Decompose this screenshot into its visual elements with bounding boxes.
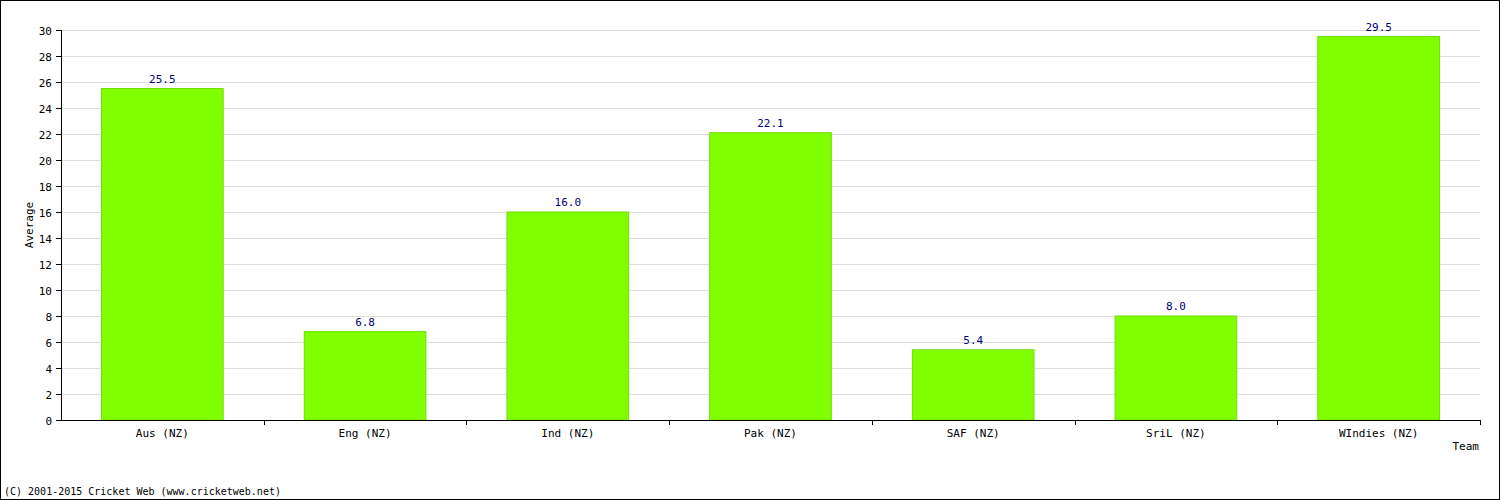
y-tick-label: 2 (45, 389, 52, 402)
bar (912, 350, 1034, 420)
bars (102, 37, 1440, 421)
x-tick-label: Eng (NZ) (339, 427, 392, 440)
x-axis-label: Team (1453, 440, 1480, 453)
y-tick-label: 8 (45, 311, 52, 324)
x-tick (264, 420, 265, 425)
y-tick (56, 134, 61, 135)
y-tick (56, 290, 61, 291)
y-tick-label: 14 (39, 233, 53, 246)
x-tick-label: SAF (NZ) (947, 427, 1000, 440)
x-tick-label: Aus (NZ) (136, 427, 189, 440)
y-tick (56, 394, 61, 395)
y-tick-label: 18 (39, 181, 52, 194)
y-tick (56, 316, 61, 317)
y-tick (56, 108, 61, 109)
x-tick (466, 420, 467, 425)
y-tick-label: 0 (45, 415, 52, 428)
footer-note: (C) 2001-2015 Cricket Web (www.cricketwe… (4, 486, 281, 497)
y-tick-label: 10 (39, 285, 52, 298)
data-label: 25.5 (149, 73, 176, 86)
y-tick (56, 56, 61, 57)
chart: 02468101214161820222426283025.56.816.022… (0, 0, 1500, 500)
y-tick-label: 22 (39, 129, 52, 142)
grid-line (61, 82, 1480, 83)
grid-line (61, 56, 1480, 57)
y-tick (56, 212, 61, 213)
grid-line (61, 108, 1480, 109)
data-label: 6.8 (355, 316, 375, 329)
y-tick (56, 186, 61, 187)
y-axis (61, 30, 62, 420)
y-tick-label: 4 (45, 363, 52, 376)
y-tick-label: 24 (39, 103, 53, 116)
x-tick (1277, 420, 1278, 425)
x-tick-label: Ind (NZ) (541, 427, 594, 440)
y-tick (56, 82, 61, 83)
data-label: 16.0 (555, 196, 582, 209)
y-tick (56, 30, 61, 31)
bar (102, 89, 224, 421)
x-tick (872, 420, 873, 425)
x-tick (1075, 420, 1076, 425)
data-label: 8.0 (1166, 300, 1186, 313)
y-tick-label: 20 (39, 155, 52, 168)
y-tick (56, 420, 61, 421)
y-tick-label: 6 (45, 337, 52, 350)
x-tick (1480, 420, 1481, 425)
grid-line (61, 30, 1480, 31)
data-label: 29.5 (1365, 21, 1392, 34)
y-tick-label: 26 (39, 77, 52, 90)
border (1, 1, 1500, 500)
y-tick (56, 264, 61, 265)
y-tick-label: 12 (39, 259, 52, 272)
x-tick-label: Pak (NZ) (744, 427, 797, 440)
x-axis (61, 420, 1480, 421)
data-label: 5.4 (963, 334, 983, 347)
grid-line (61, 420, 1480, 421)
y-tick-label: 16 (39, 207, 52, 220)
y-tick (56, 238, 61, 239)
x-tick-label: WIndies (NZ) (1339, 427, 1418, 440)
y-tick-label: 28 (39, 51, 52, 64)
x-tick (669, 420, 670, 425)
bar (1115, 316, 1237, 420)
bar (710, 133, 832, 420)
bar (507, 212, 629, 420)
bar (304, 332, 426, 420)
y-tick-label: 30 (39, 25, 52, 38)
y-tick (56, 342, 61, 343)
bar (1318, 37, 1440, 421)
y-axis-label: Average (23, 202, 36, 248)
y-tick (56, 368, 61, 369)
y-tick (56, 160, 61, 161)
data-label: 22.1 (757, 117, 784, 130)
x-tick-label: SriL (NZ) (1146, 427, 1206, 440)
